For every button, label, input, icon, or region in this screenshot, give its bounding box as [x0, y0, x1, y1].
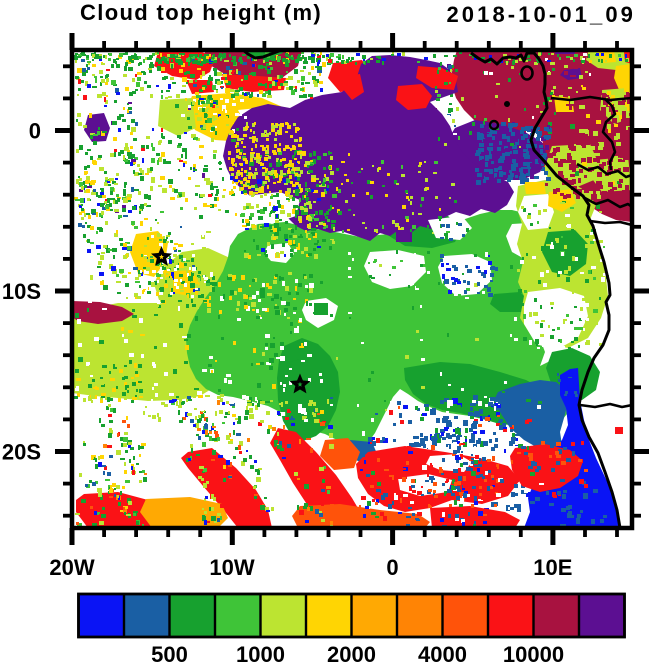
svg-text:500: 500	[151, 642, 188, 667]
svg-text:0: 0	[29, 119, 41, 144]
svg-text:20S: 20S	[2, 440, 41, 465]
svg-text:10000: 10000	[503, 642, 564, 667]
svg-text:Cloud top height (m): Cloud top height (m)	[80, 0, 322, 25]
svg-text:4000: 4000	[418, 642, 467, 667]
svg-text:2000: 2000	[327, 642, 376, 667]
svg-text:2018-10-01_09: 2018-10-01_09	[446, 2, 636, 27]
svg-text:10E: 10E	[533, 555, 572, 580]
svg-text:0: 0	[386, 555, 398, 580]
svg-text:20W: 20W	[49, 555, 94, 580]
svg-text:10W: 10W	[209, 555, 254, 580]
svg-text:1000: 1000	[236, 642, 285, 667]
svg-text:10S: 10S	[2, 279, 41, 304]
